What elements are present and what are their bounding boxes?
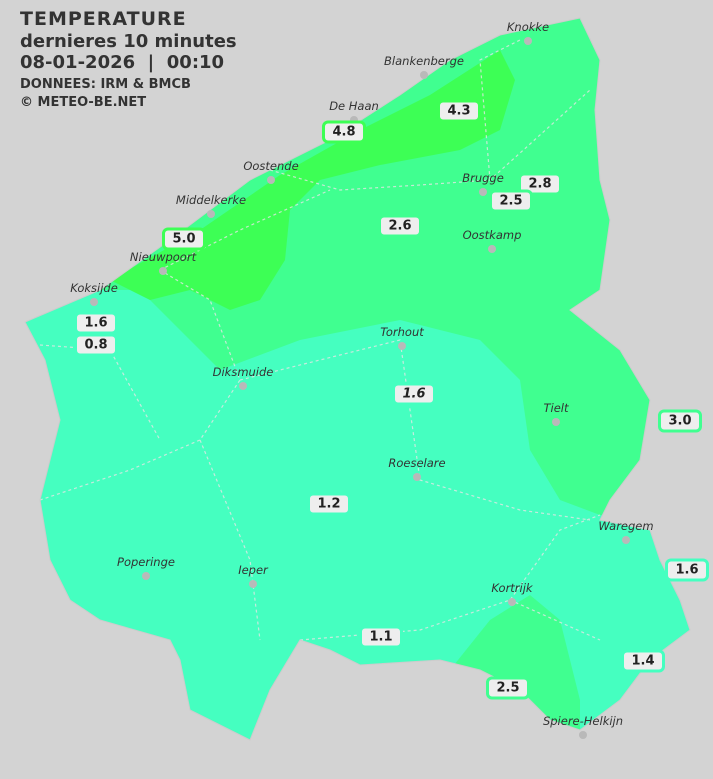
city-marker bbox=[267, 176, 275, 184]
city-label: Diksmuide bbox=[212, 365, 274, 379]
city-marker bbox=[622, 536, 630, 544]
city-marker bbox=[398, 342, 406, 350]
city-marker bbox=[249, 580, 257, 588]
temperature-reading: 1.1 bbox=[359, 625, 403, 649]
zone-warm-coast bbox=[110, 50, 515, 310]
temperature-reading: 2.5 bbox=[489, 189, 533, 213]
temperature-reading: 1.2 bbox=[307, 492, 351, 516]
map-subtitle: dernieres 10 minutes bbox=[20, 30, 237, 52]
city-marker bbox=[579, 731, 587, 739]
city-marker bbox=[524, 37, 532, 45]
city-label: Tielt bbox=[543, 401, 569, 415]
city-label: Waregem bbox=[598, 519, 654, 533]
city-label: Blankenberge bbox=[384, 54, 464, 68]
city-marker bbox=[552, 418, 560, 426]
temperature-reading: 3.0 bbox=[658, 409, 702, 433]
city-label: Roeselare bbox=[388, 456, 446, 470]
copyright: © METEO-BE.NET bbox=[20, 94, 147, 110]
city-marker bbox=[508, 598, 516, 606]
temperature-reading: 1.6 bbox=[392, 382, 436, 406]
city-label: Kortrijk bbox=[491, 581, 533, 595]
city-marker bbox=[90, 298, 98, 306]
city-label: Koksijde bbox=[70, 281, 118, 295]
city-label: Knokke bbox=[506, 20, 550, 34]
city-marker bbox=[350, 116, 358, 124]
city-label: Oostende bbox=[243, 159, 299, 173]
city-label: Middelkerke bbox=[175, 193, 247, 207]
city-marker bbox=[142, 572, 150, 580]
city-marker bbox=[239, 382, 247, 390]
temperature-reading: 1.4 bbox=[621, 649, 665, 673]
zone-mild-kortrijk bbox=[450, 595, 580, 740]
temperature-reading: 5.0 bbox=[162, 227, 206, 251]
city-label: Oostkamp bbox=[462, 228, 522, 242]
temperature-reading: 4.8 bbox=[322, 120, 366, 144]
map-datetime: 08-01-2026 | 00:10 bbox=[20, 52, 225, 74]
temperature-reading: 1.6 bbox=[74, 311, 118, 335]
city-marker bbox=[420, 71, 428, 79]
city-label: Torhout bbox=[380, 325, 424, 339]
city-marker bbox=[488, 245, 496, 253]
temperature-reading: 1.6 bbox=[665, 558, 709, 582]
map-header: TEMPERATURE dernieres 10 minutes 08-01-2… bbox=[20, 8, 237, 110]
temperature-reading: 4.3 bbox=[437, 99, 481, 123]
temperature-reading: 2.5 bbox=[486, 676, 530, 700]
city-label: Poperinge bbox=[117, 555, 175, 569]
city-label: Spiere-Helkijn bbox=[542, 714, 624, 728]
city-label: Brugge bbox=[462, 171, 504, 185]
city-label: Nieuwpoort bbox=[129, 250, 197, 264]
city-marker bbox=[413, 473, 421, 481]
city-label: Ieper bbox=[238, 563, 268, 577]
temperature-reading: 2.6 bbox=[378, 214, 422, 238]
temperature-reading: 0.8 bbox=[74, 333, 118, 357]
city-marker bbox=[207, 210, 215, 218]
city-marker bbox=[159, 267, 167, 275]
map-title: TEMPERATURE bbox=[20, 8, 187, 30]
city-label: De Haan bbox=[329, 99, 379, 113]
city-marker bbox=[479, 188, 487, 196]
data-source: DONNEES: IRM & BMCB bbox=[20, 76, 191, 92]
